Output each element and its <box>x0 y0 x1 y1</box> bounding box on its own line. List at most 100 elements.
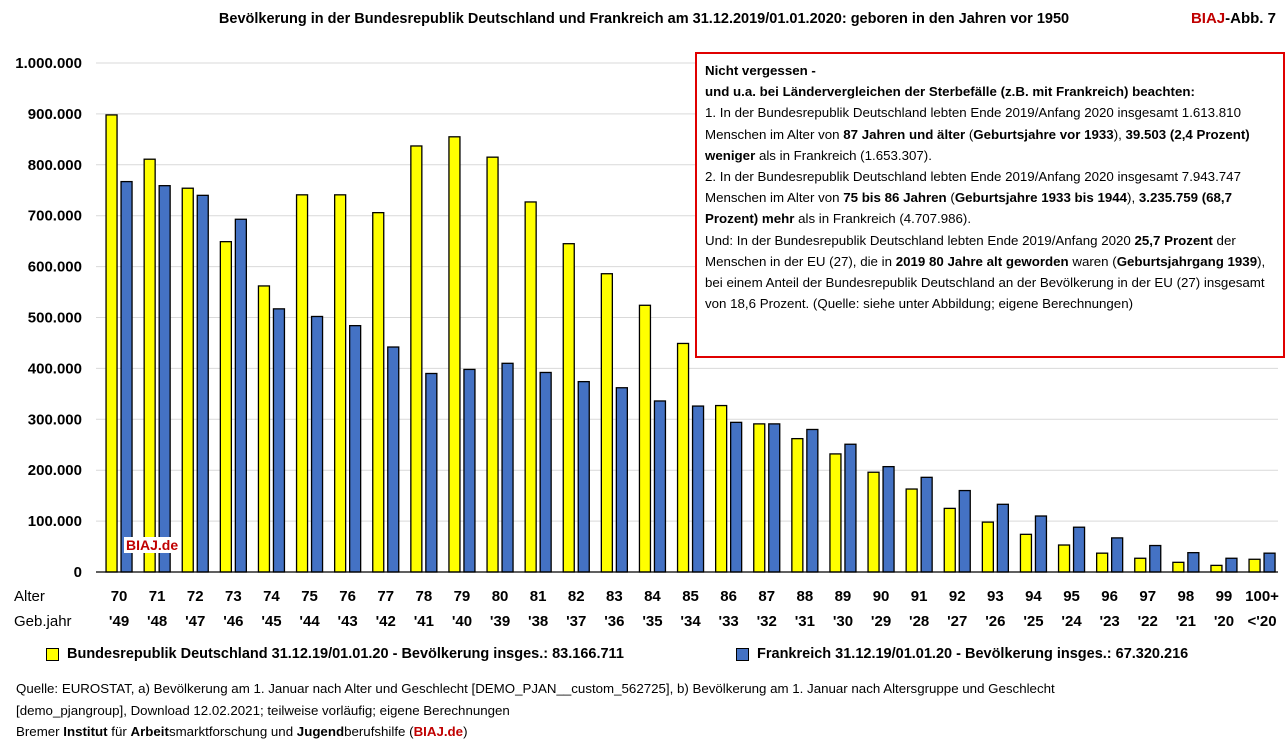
y-axis: 0 100.000 200.000 300.000 400.000 500.000 600.… <box>15 55 82 581</box>
x-tick-label-age: 78 <box>416 588 433 605</box>
bar-germany <box>867 471 880 573</box>
bar-germany <box>753 423 766 573</box>
bar-germany <box>1019 533 1033 573</box>
source-note: Quelle: EUROSTAT, a) Bevölkerung am 1. J… <box>16 678 1276 743</box>
bar-france <box>730 421 743 573</box>
bar-france <box>1225 557 1238 573</box>
bar-france <box>691 405 705 573</box>
x-tick-label-age: 76 <box>339 588 356 605</box>
x-tick-label-year: '35 <box>642 613 662 630</box>
x-tick-label-age: 75 <box>301 588 318 605</box>
x-tick-label-age: 79 <box>454 588 471 605</box>
note-p1: 1. In der Bundesrepublik Deutschland leb… <box>705 105 1250 163</box>
bar-germany <box>219 241 233 573</box>
badge-brand: BIAJ <box>1190 10 1226 27</box>
badge-label: -Abb. 7 <box>1225 10 1276 27</box>
x-tick-label-age: 97 <box>1139 588 1156 605</box>
source-line-3: Bremer Institut für Arbeitsmarktforschun… <box>16 724 468 739</box>
x-tick-label-age: 70 <box>111 588 128 605</box>
x-tick-label-age: 85 <box>682 588 699 605</box>
bar-germany <box>524 201 537 573</box>
bar-france <box>920 476 933 573</box>
x-tick-label-year: '24 <box>1061 613 1082 630</box>
legend-label-france: Frankreich 31.12.19/01.01.20 - Bevölkeru… <box>757 646 1189 662</box>
bar-germany <box>676 342 690 573</box>
note-p3: Und: In der Bundesrepublik Deutschland l… <box>705 232 1266 312</box>
x-tick-label-year: '23 <box>1100 613 1120 630</box>
bar-germany <box>905 488 918 573</box>
x-tick-label-year: '48 <box>147 613 167 630</box>
x-tick-label-year: '21 <box>1176 613 1196 630</box>
x-axis: 70 '49 71 '48 72 '47 73 '46 74 '45 75 '44 76 '43 77 '42… <box>109 588 1279 630</box>
bar-france <box>1263 552 1276 573</box>
bar-germany <box>829 453 842 573</box>
x-tick-label-year: '37 <box>566 613 586 630</box>
bar-france <box>1187 552 1200 573</box>
x-tick-label-year: '30 <box>833 613 853 630</box>
x-tick-label-year: '36 <box>604 613 624 630</box>
bar-france <box>1149 544 1162 573</box>
y-tick-label: 1.000.000 <box>15 55 82 72</box>
bar-germany <box>981 521 994 573</box>
x-tick-label-year: '41 <box>414 613 434 630</box>
bar-germany <box>486 156 499 573</box>
bar-france <box>653 400 667 573</box>
bar-germany <box>1096 552 1109 573</box>
figure-badge: BIAJ-Abb. 7 <box>1191 10 1276 27</box>
x-row-label-age: Alter <box>14 588 45 605</box>
x-tick-label-age: 98 <box>1178 588 1195 605</box>
chart-title: Bevölkerung in der Bundesrepublik Deutsc… <box>218 11 1070 27</box>
bar-germany <box>562 243 575 573</box>
y-tick-label: 100.000 <box>28 513 82 530</box>
x-tick-label-age: 91 <box>911 588 928 605</box>
bar-germany <box>333 194 347 573</box>
x-tick-label-age: 83 <box>606 588 623 605</box>
y-tick-label: 400.000 <box>28 360 82 377</box>
bar-germany <box>105 114 118 573</box>
bar-germany <box>638 304 652 573</box>
x-tick-label-year: '25 <box>1023 613 1043 630</box>
x-tick-label-year: '33 <box>719 613 739 630</box>
bar-france <box>120 180 133 573</box>
bar-france <box>768 423 781 573</box>
bar-germany <box>1057 544 1071 573</box>
x-tick-label-year: '49 <box>109 613 129 630</box>
bar-france <box>844 443 857 573</box>
bar-france <box>806 428 819 573</box>
bar-germany <box>181 187 194 573</box>
x-tick-label-age: 89 <box>835 588 852 605</box>
legend-label-germany: Bundesrepublik Deutschland 31.12.19/01.0… <box>67 646 624 662</box>
x-tick-label-year: '27 <box>947 613 967 630</box>
bar-germany <box>448 136 461 573</box>
bar-germany <box>715 404 728 573</box>
bar-france <box>348 324 362 573</box>
x-tick-label-age: 71 <box>149 588 166 605</box>
bar-germany <box>410 145 423 573</box>
source-link[interactable]: BIAJ.de <box>413 724 464 739</box>
y-tick-label: 900.000 <box>28 106 82 123</box>
bar-france <box>996 503 1009 573</box>
x-tick-label-age: 81 <box>530 588 547 605</box>
bar-france <box>234 218 248 573</box>
x-tick-label-age: 99 <box>1216 588 1233 605</box>
x-tick-label-year: '32 <box>757 613 777 630</box>
bar-germany <box>1134 557 1147 573</box>
x-tick-label-age: 74 <box>263 588 280 605</box>
bar-germany <box>1248 558 1261 573</box>
y-tick-label: 200.000 <box>28 462 82 479</box>
bar-france <box>501 362 514 573</box>
x-tick-label-year: '20 <box>1214 613 1234 630</box>
x-tick-label-year: '29 <box>871 613 891 630</box>
bar-france <box>539 371 552 573</box>
source-line-1: Quelle: EUROSTAT, a) Bevölkerung am 1. J… <box>16 681 1055 696</box>
x-tick-label-age: 96 <box>1101 588 1118 605</box>
watermark: BIAJ.de <box>124 537 181 553</box>
legend-germany: Bundesrepublik Deutschland 31.12.19/01.0… <box>46 646 624 662</box>
x-tick-label-age: 92 <box>949 588 966 605</box>
x-row-label-year: Geb.jahr <box>14 613 72 630</box>
bar-france <box>615 387 628 573</box>
y-tick-label: 500.000 <box>28 310 82 327</box>
x-tick-label-year: '42 <box>376 613 396 630</box>
bar-france <box>158 185 171 573</box>
